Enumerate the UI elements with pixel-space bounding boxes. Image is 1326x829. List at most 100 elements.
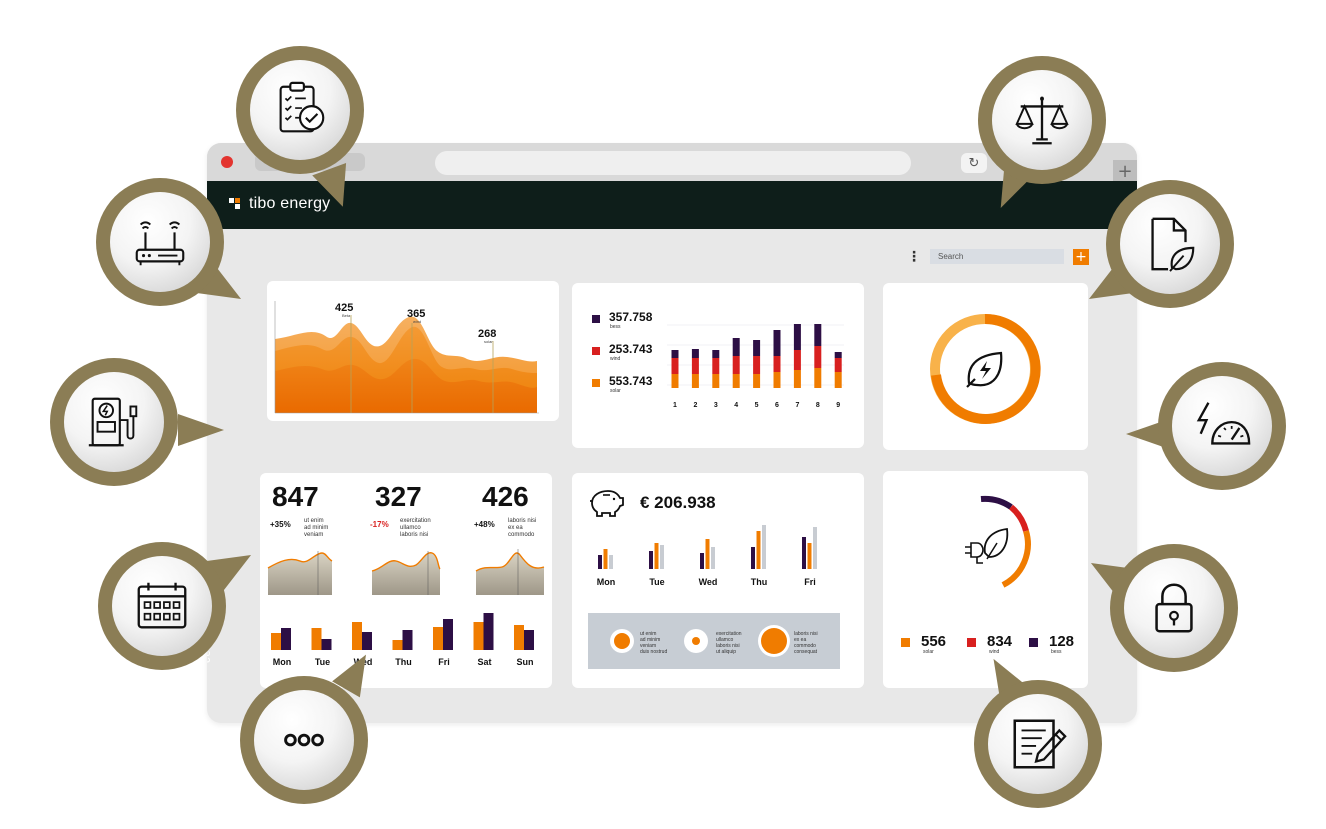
checklist-icon [279,81,325,133]
weekday-label: Thu [750,577,768,587]
bar-orange [392,640,403,650]
bar-purple [443,619,453,650]
edit-document-icon [1013,719,1067,769]
bar-purple [321,639,332,650]
eco-energy-icon [966,351,1003,388]
legend-value-bess: 128 [1049,633,1075,650]
legend-value: 553.743 [609,374,653,388]
weekday-label: Wed [698,577,718,587]
bar-orange [311,628,322,650]
energy-donut [930,313,1041,424]
x-tick-label: 7 [795,402,799,409]
search-input[interactable] [930,249,1064,264]
legend-value: 253.743 [609,342,653,356]
savings-amount: € 206.938 [640,493,716,512]
bar-segment-wind [773,356,781,372]
bar-purple [402,630,413,650]
bar-gray [609,555,613,569]
weekday-label: Tue [314,657,331,667]
bar-orange [654,543,659,569]
router-icon [135,221,185,266]
savings-bar-group [598,525,817,569]
brand[interactable]: tibo energy [229,195,330,213]
legend-swatch-solar [901,638,910,647]
legend-value-solar: 556 [921,633,947,650]
plus-icon: + [1117,160,1133,182]
peak-label-2: wind [413,319,421,324]
feature-edit-document[interactable] [974,680,1102,808]
feature-more[interactable] [240,676,368,804]
bar-purple [362,632,372,650]
bar-segment-bess [773,330,781,356]
bar-purple [598,555,602,569]
peak-value-2: 365 [407,308,425,320]
sparkline-1 [267,551,333,595]
bar-segment-wind [712,358,720,374]
stat-2-value: 327 [375,481,422,512]
lock-icon [1155,583,1193,633]
stat-1: 847 [272,481,319,513]
charging-gauge-card: 556 solar 834 wind 128 bess [883,471,1088,688]
legend-swatch [592,347,600,355]
feature-eco-document[interactable] [1106,180,1234,308]
feature-scales[interactable] [978,56,1106,184]
bar-segment-bess [671,350,679,358]
area-layer-3 [275,358,537,413]
weekday-label: Sat [477,657,492,667]
bar-segment-solar [753,374,761,388]
donut-progress [931,313,1041,424]
bar-orange [473,622,484,650]
weekday-label: Fri [804,577,816,587]
peak-value-1: 425 [335,302,353,314]
peak-label-1: Beta [342,313,351,318]
legend-swatch [592,379,600,387]
reload-button[interactable]: ↻ [961,153,987,173]
stat-2-note: exercitation ullamco laboris nisi [400,518,431,538]
savings-summary-panel: ut enim ad minim veniam duis nostrud exerci… [588,613,840,669]
bar-segment-wind [691,358,699,374]
url-bar[interactable] [435,151,911,175]
legend-swatch-bess [1029,638,1038,647]
more-options-button[interactable]: ⋮ [907,249,921,265]
bar-segment-bess [753,340,761,356]
power-gauge-icon [1196,402,1251,445]
bar-purple [524,630,534,650]
brand-name: tibo energy [249,195,331,212]
x-tick-labels: 1 2 3 4 5 6 7 8 9 [673,402,840,409]
bar-segment-wind [753,356,761,374]
add-button[interactable]: + [1073,249,1089,265]
bar-segment-wind [793,350,801,370]
feature-calendar[interactable] [98,542,226,670]
weekday-label: Mon [272,657,292,667]
feature-router[interactable] [96,178,224,306]
stacked-bars [671,324,842,388]
stat-3-value: 426 [482,481,529,512]
stats-charts [267,549,545,650]
charging-gauge [965,495,1031,588]
savings-card: € 206.938 Mon Tue Wed Thu Fri ut enim ad mini… [572,473,864,688]
feature-lock[interactable] [1110,544,1238,672]
bar-purple [649,551,653,569]
calendar-icon [137,582,187,629]
more-icon [284,733,324,747]
gauge-segment-wind [1008,504,1029,532]
feature-checklist[interactable] [236,46,364,174]
bar-orange [352,622,362,650]
bar-gray [711,547,715,569]
feature-power-gauge[interactable] [1158,362,1286,490]
feature-ev-charger[interactable] [50,358,178,486]
ev-charger-icon [88,397,138,447]
close-window-button[interactable] [221,156,233,168]
bar-segment-bess [814,324,822,346]
eco-document-icon [1151,217,1195,272]
stat-3-delta: +48% [474,520,495,529]
bar-purple [281,628,291,650]
weekday-label: Tue [649,577,665,587]
scales-icon [1015,96,1069,145]
weekday-label: Wed [353,657,373,667]
legend-swatch-wind [967,638,976,647]
new-tab-button[interactable]: + [1113,160,1137,182]
legend-label: bess [610,324,621,330]
stat-2: 327 [375,481,422,513]
x-tick-label: 1 [673,402,677,409]
